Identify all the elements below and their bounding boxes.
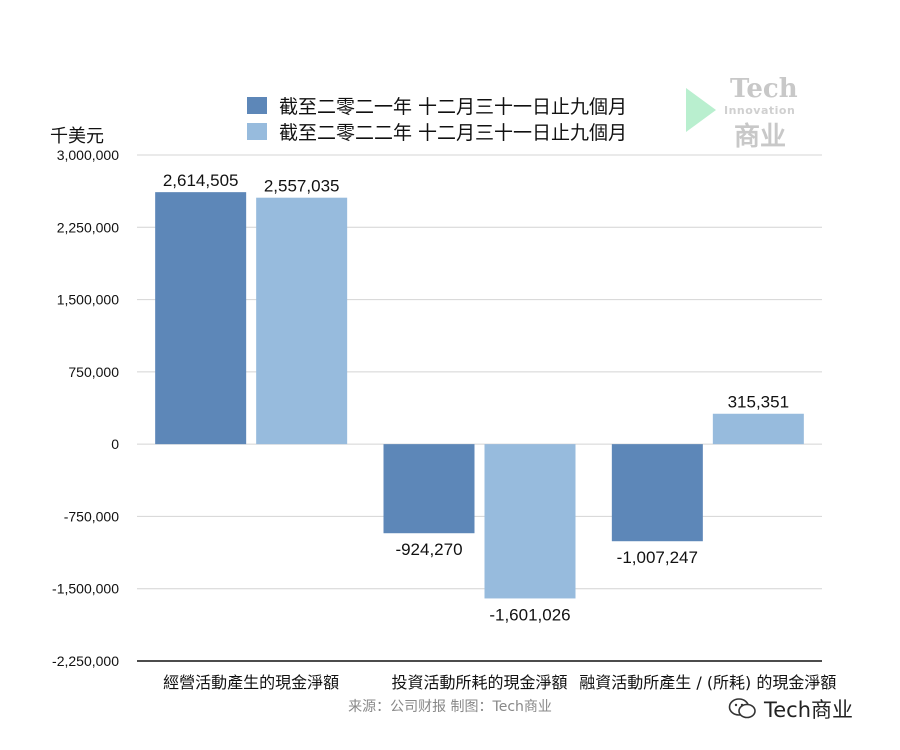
y-tick-label: -750,000: [64, 508, 119, 524]
wechat-icon: [728, 698, 756, 719]
x-category-label: 融資活動所產生 / (所耗) 的現金淨額: [579, 673, 836, 692]
legend-label-2022: 截至二零二二年 十二月三十一日止九個月: [279, 121, 628, 144]
footer-brand-text: Tech商业: [764, 698, 854, 722]
arrow-icon: [686, 88, 716, 132]
data-label: -924,270: [395, 540, 462, 559]
bar-series2-cat3: [712, 413, 804, 445]
y-tick-label: 750,000: [68, 364, 119, 380]
legend-label-2021: 截至二零二一年 十二月三十一日止九個月: [279, 95, 628, 118]
source-caption: 来源：公司财报 制图：Tech商业: [348, 699, 552, 715]
legend-item-2022: 截至二零二二年 十二月三十一日止九個月: [247, 118, 627, 144]
y-tick-label: 1,500,000: [57, 292, 119, 308]
y-tick-label: -1,500,000: [52, 581, 119, 597]
bar-series1-cat3: [611, 444, 703, 542]
legend: 截至二零二一年 十二月三十一日止九個月 截至二零二二年 十二月三十一日止九個月: [247, 92, 627, 144]
data-label: -1,601,026: [489, 605, 570, 624]
bar-series2-cat2: [484, 444, 576, 599]
data-label: 315,351: [728, 393, 789, 412]
data-label: -1,007,247: [617, 548, 698, 567]
tech-innovation-watermark-logo: Tech Innovation 商业: [686, 74, 806, 154]
x-category-label: 投資活動所耗的現金淨額: [391, 673, 567, 692]
bar-series1-cat2: [383, 444, 475, 534]
y-axis-unit-label: 千美元: [50, 126, 104, 147]
watermark-innovation-text: Innovation: [724, 104, 796, 117]
data-label: 2,557,035: [264, 177, 340, 196]
watermark-cn-text: 商业: [734, 122, 787, 152]
legend-item-2021: 截至二零二一年 十二月三十一日止九個月: [247, 92, 627, 118]
legend-swatch-2021: [247, 96, 267, 114]
y-tick-label: 0: [111, 436, 119, 452]
bar-series2-cat1: [256, 197, 348, 445]
data-label: 2,614,505: [163, 171, 239, 190]
y-tick-label: -2,250,000: [52, 653, 119, 669]
legend-swatch-2022: [247, 122, 267, 140]
bar-series1-cat1: [155, 192, 247, 445]
x-category-label: 經營活動產生的現金淨額: [163, 673, 339, 692]
y-tick-label: 2,250,000: [57, 219, 119, 235]
footer-brand: Tech商业: [728, 694, 853, 724]
watermark-tech-text: Tech: [730, 74, 798, 104]
y-tick-label: 3,000,000: [57, 147, 119, 163]
